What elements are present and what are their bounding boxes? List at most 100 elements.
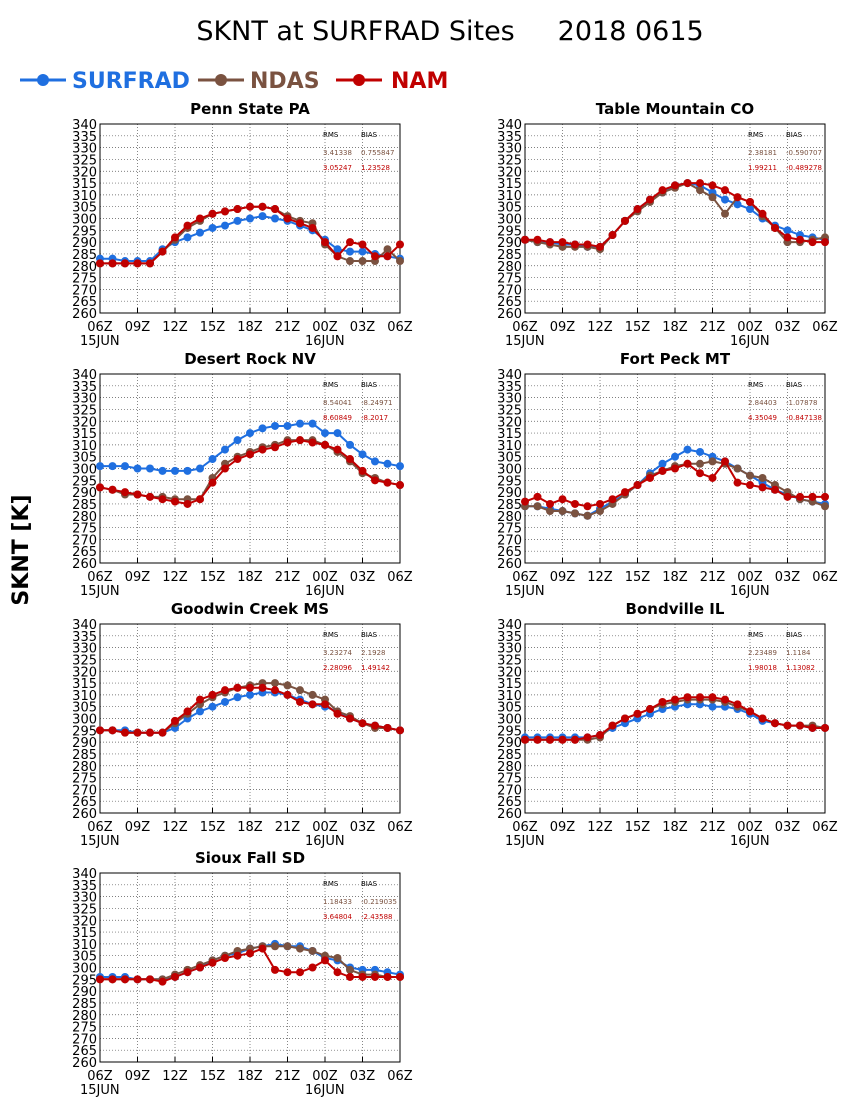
data-point-nam: [346, 972, 354, 981]
y-tick-label: 275: [497, 272, 522, 287]
data-point-nam: [171, 716, 179, 725]
stats-bias: 1.1184: [786, 649, 811, 657]
data-point-nam: [246, 949, 254, 958]
data-point-nam: [308, 223, 317, 232]
y-tick-label: 305: [72, 451, 97, 466]
data-point-nam: [358, 972, 367, 981]
data-point-nam: [583, 502, 592, 511]
y-tick-label: 270: [497, 783, 522, 798]
y-tick-label: 300: [497, 463, 522, 478]
y-tick-label: 265: [497, 295, 522, 310]
y-tick-label: 325: [497, 403, 522, 418]
x-date-label: 15JUN: [80, 584, 120, 599]
data-point-nam: [146, 975, 154, 984]
data-point-nam: [96, 259, 104, 268]
x-tick-label: 00Z: [312, 320, 338, 335]
data-point-nam: [221, 464, 229, 473]
panel-title: Goodwin Creek MS: [171, 600, 329, 618]
x-tick-label: 21Z: [700, 320, 726, 335]
stats-header-rms: RMS: [323, 631, 339, 639]
data-point-nam: [646, 195, 654, 204]
panel-penn-state-pa: Penn State PA 260265270275280285290295300…: [72, 100, 413, 349]
y-tick-label: 315: [497, 427, 522, 442]
data-point-nam: [658, 697, 667, 706]
data-point-surfrad: [708, 702, 717, 711]
x-tick-label: 15Z: [625, 320, 651, 335]
data-point-nam: [283, 690, 292, 699]
data-point-nam: [596, 731, 604, 740]
x-tick-label: 18Z: [662, 570, 688, 585]
data-point-nam: [758, 483, 767, 492]
data-point-nam: [133, 259, 142, 268]
y-tick-label: 300: [497, 213, 522, 228]
data-point-surfrad: [358, 450, 367, 459]
y-tick-label: 320: [497, 165, 522, 180]
stats-bias: -0.219035: [361, 898, 397, 906]
data-point-nam: [633, 481, 642, 490]
x-tick-label: 03Z: [350, 1069, 376, 1084]
stats-bias: -0.590707: [786, 149, 822, 157]
data-point-surfrad: [146, 464, 154, 473]
x-date-label: 16JUN: [305, 584, 345, 599]
data-point-nam: [758, 209, 767, 218]
data-point-nam: [171, 233, 179, 242]
data-point-surfrad: [221, 221, 229, 230]
x-tick-label: 03Z: [775, 570, 801, 585]
stats-bias: -0.489278: [786, 164, 822, 172]
data-point-nam: [333, 252, 342, 261]
x-tick-label: 00Z: [737, 320, 763, 335]
data-point-surfrad: [208, 702, 217, 711]
data-point-ndas: [708, 457, 717, 466]
data-point-surfrad: [108, 462, 117, 471]
x-tick-label: 06Z: [87, 320, 113, 335]
data-point-surfrad: [246, 214, 254, 223]
data-point-nam: [296, 436, 304, 445]
data-point-nam: [396, 726, 404, 735]
data-point-surfrad: [396, 462, 404, 471]
y-tick-label: 320: [72, 914, 97, 929]
data-point-nam: [221, 954, 229, 963]
legend-entry-surfrad: SURFRAD: [20, 69, 190, 94]
data-point-ndas: [696, 459, 704, 468]
data-point-nam: [671, 181, 679, 190]
data-point-nam: [633, 709, 642, 718]
panel-frame: [524, 373, 826, 564]
data-point-nam: [533, 235, 542, 244]
data-point-nam: [596, 499, 604, 508]
y-tick-label: 295: [72, 224, 97, 239]
y-tick-label: 280: [497, 760, 522, 775]
data-point-nam: [521, 735, 529, 744]
data-point-ndas: [571, 509, 579, 518]
data-point-nam: [546, 238, 554, 247]
panel-frame: [524, 123, 826, 314]
stats-header-rms: RMS: [323, 880, 339, 888]
data-point-nam: [158, 728, 167, 737]
data-point-nam: [746, 481, 754, 490]
x-tick-label: 06Z: [812, 570, 838, 585]
y-tick-label: 285: [72, 248, 97, 263]
data-point-surfrad: [221, 445, 229, 454]
data-point-nam: [158, 977, 167, 986]
data-point-nam: [121, 975, 129, 984]
stats-header-bias: BIAS: [361, 631, 378, 639]
data-point-nam: [196, 214, 204, 223]
data-point-nam: [133, 975, 142, 984]
x-tick-label: 21Z: [275, 1069, 301, 1084]
data-point-nam: [808, 492, 817, 501]
data-point-ndas: [346, 965, 354, 974]
stats-header-bias: BIAS: [786, 381, 803, 389]
data-point-surfrad: [721, 195, 729, 204]
data-point-ndas: [733, 464, 742, 473]
data-point-nam: [183, 968, 192, 977]
panel-table-mountain-co: Table Mountain CO 26026527027528028529029…: [497, 100, 838, 349]
y-tick-label: 320: [497, 415, 522, 430]
data-point-nam: [283, 968, 292, 977]
stats-rms: 1.98018: [748, 664, 777, 672]
x-tick-label: 06Z: [512, 820, 538, 835]
data-point-nam: [171, 497, 179, 506]
data-point-nam: [96, 483, 104, 492]
y-tick-label: 310: [497, 689, 522, 704]
panel-desert-rock-nv: Desert Rock NV26026527027528028529029530…: [72, 350, 413, 599]
y-tick-label: 295: [72, 973, 97, 988]
x-tick-label: 09Z: [550, 570, 576, 585]
